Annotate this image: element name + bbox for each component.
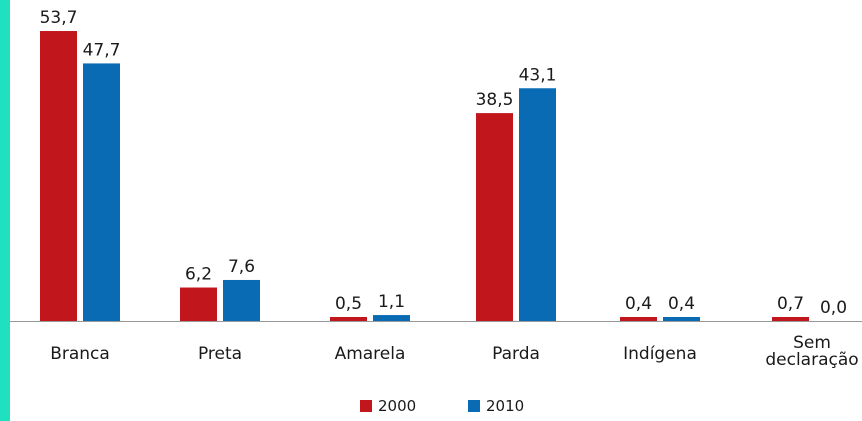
bar-2000-4 [620, 317, 657, 321]
data-label-2000-3: 38,5 [476, 90, 514, 110]
data-label-2010-3: 43,1 [519, 65, 557, 85]
data-label-2010-4: 0,4 [668, 294, 695, 314]
legend-label-2000: 2000 [378, 397, 416, 415]
data-label-2000-5: 0,7 [777, 294, 804, 314]
data-label-2000-4: 0,4 [625, 294, 652, 314]
data-label-2000-1: 6,2 [185, 265, 212, 285]
category-label-0: Branca [50, 344, 110, 364]
legend-swatch-2000 [360, 400, 372, 412]
category-label-4: Indígena [623, 344, 697, 364]
legend-swatch-2010 [468, 400, 480, 412]
legend-label-2010: 2010 [486, 397, 524, 415]
category-label-5-1: declaração [765, 350, 858, 370]
bar-2010-1 [223, 279, 260, 321]
bar-2010-3 [519, 88, 556, 321]
bar-2010-4 [663, 317, 700, 321]
bar-2000-1 [180, 287, 217, 321]
bar-2000-5 [772, 317, 809, 321]
category-label-5-0: Sem [793, 333, 831, 353]
data-label-2010-1: 7,6 [228, 257, 255, 277]
data-label-2000-2: 0,5 [335, 294, 362, 314]
bar-2010-2 [373, 315, 410, 321]
bar-2000-3 [476, 113, 513, 321]
left-accent-bar [0, 0, 10, 421]
category-label-3: Parda [492, 344, 540, 364]
bar-2010-0 [83, 63, 120, 322]
category-label-2: Amarela [335, 344, 406, 364]
bar-2000-0 [40, 31, 77, 322]
data-label-2010-2: 1,1 [378, 292, 405, 312]
category-label-1: Preta [198, 344, 242, 364]
data-label-2010-5: 0,0 [820, 298, 847, 318]
bar-2000-2 [330, 317, 367, 321]
data-label-2010-0: 47,7 [83, 40, 121, 60]
data-label-2000-0: 53,7 [40, 8, 78, 28]
